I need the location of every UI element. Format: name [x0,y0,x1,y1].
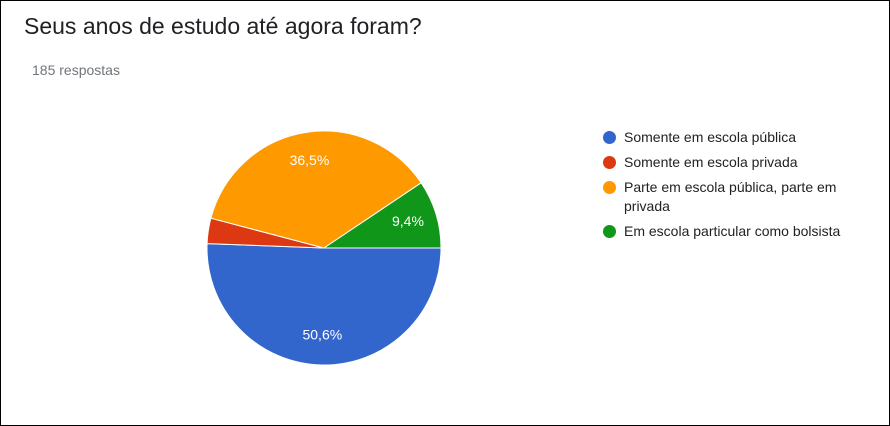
slice-label: 36,5% [290,152,330,168]
pie-slice [322,182,442,249]
chart-title: Seus anos de estudo até agora foram? [24,13,422,39]
legend-swatch [603,131,616,144]
legend: Somente em escola pública Somente em esco… [603,128,873,247]
legend-label: Somente em escola pública [624,129,796,145]
legend-swatch [603,225,616,238]
legend-swatch [603,156,616,169]
legend-label: Somente em escola privada [624,154,798,170]
pie-slice [210,130,422,249]
pie-slice [206,243,442,366]
legend-item: Em escola particular como bolsista [603,222,873,241]
slice-label: 50,6% [302,326,342,342]
legend-swatch [603,181,616,194]
chart-subtitle: 185 respostas [32,62,120,78]
legend-item: Somente em escola pública [603,128,873,147]
legend-item: Parte em escola pública, parte em privad… [603,178,873,216]
legend-item: Somente em escola privada [603,153,873,172]
legend-label: Parte em escola pública, parte em privad… [624,179,837,214]
slice-label: 9,4% [392,213,424,229]
legend-label: Em escola particular como bolsista [624,223,841,239]
